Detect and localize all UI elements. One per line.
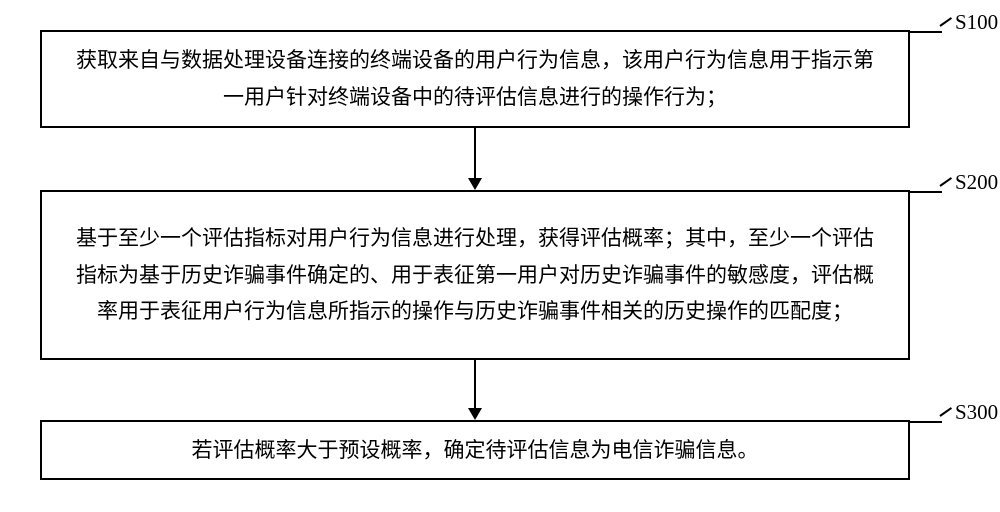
arrow-s100-s200-line — [474, 128, 476, 180]
step-label-s100: S100 — [955, 10, 998, 35]
leader-s100-h — [910, 31, 942, 33]
leader-s300-d — [939, 407, 952, 417]
flow-node-s200: 基于至少一个评估指标对用户行为信息进行处理，获得评估概率；其中，至少一个评估指标… — [40, 190, 910, 360]
step-label-s300: S300 — [955, 400, 998, 425]
arrow-s200-s300-line — [474, 360, 476, 410]
arrow-s100-s200-head — [468, 178, 482, 190]
flow-node-s300-text: 若评估概率大于预设概率，确定待评估信息为电信诈骗信息。 — [162, 426, 789, 475]
leader-s300-h — [910, 421, 942, 423]
flowchart-canvas: 获取来自与数据处理设备连接的终端设备的用户行为信息，该用户行为信息用于指示第一用… — [0, 0, 1000, 512]
leader-s200-h — [910, 191, 942, 193]
flow-node-s300: 若评估概率大于预设概率，确定待评估信息为电信诈骗信息。 — [40, 420, 910, 480]
leader-s200-d — [939, 177, 952, 187]
leader-s100-d — [939, 17, 952, 27]
flow-node-s100: 获取来自与数据处理设备连接的终端设备的用户行为信息，该用户行为信息用于指示第一用… — [40, 30, 910, 128]
arrow-s200-s300-head — [468, 408, 482, 420]
step-label-s200: S200 — [955, 170, 998, 195]
flow-node-s100-text: 获取来自与数据处理设备连接的终端设备的用户行为信息，该用户行为信息用于指示第一用… — [42, 36, 908, 122]
flow-node-s200-text: 基于至少一个评估指标对用户行为信息进行处理，获得评估概率；其中，至少一个评估指标… — [42, 214, 908, 336]
